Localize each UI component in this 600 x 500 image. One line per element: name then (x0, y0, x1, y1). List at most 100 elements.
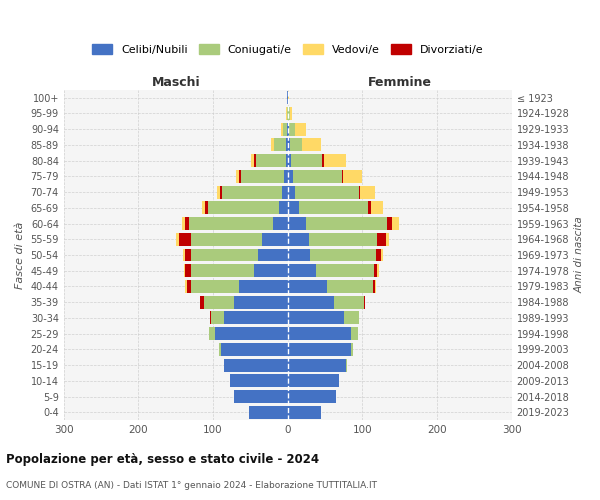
Bar (200, 296, 204, 308)
Bar (288, 327, 351, 340)
Bar (364, 296, 365, 308)
Bar (256, 154, 286, 167)
Bar (295, 186, 359, 198)
Bar (191, 233, 262, 245)
Bar (234, 296, 288, 308)
Bar (351, 343, 353, 356)
Bar (185, 280, 187, 293)
Bar (208, 202, 279, 214)
Bar (249, 406, 288, 418)
Text: Femmine: Femmine (368, 76, 432, 89)
Bar (288, 312, 344, 324)
Bar (293, 170, 341, 183)
Bar (288, 138, 290, 151)
Bar (219, 343, 221, 356)
Bar (288, 248, 310, 262)
Bar (189, 217, 273, 230)
Bar (279, 202, 288, 214)
Bar (288, 390, 336, 403)
Bar (271, 138, 274, 151)
Bar (316, 264, 374, 277)
Legend: Celibi/Nubili, Coniugati/e, Vedovi/e, Divorziati/e: Celibi/Nubili, Coniugati/e, Vedovi/e, Di… (88, 40, 488, 59)
Bar (377, 264, 379, 277)
Bar (308, 233, 377, 245)
Text: Popolazione per età, sesso e stato civile - 2024: Popolazione per età, sesso e stato civil… (6, 452, 319, 466)
Bar (184, 264, 185, 277)
Bar (341, 170, 343, 183)
Bar (360, 186, 375, 198)
Bar (182, 217, 185, 230)
Bar (183, 248, 185, 262)
Bar (202, 202, 205, 214)
Bar (288, 107, 289, 120)
Bar (288, 186, 295, 198)
Bar (288, 170, 293, 183)
Bar (262, 233, 288, 245)
Y-axis label: Fasce di età: Fasce di età (15, 222, 25, 288)
Bar (307, 217, 387, 230)
Bar (185, 264, 191, 277)
Bar (185, 217, 189, 230)
Bar (258, 248, 288, 262)
Bar (289, 107, 290, 120)
Bar (387, 217, 392, 230)
Bar (204, 296, 234, 308)
Bar (310, 248, 376, 262)
Bar (211, 312, 224, 324)
Bar (221, 343, 288, 356)
Bar (254, 154, 256, 167)
Bar (287, 123, 288, 136)
Bar (224, 358, 288, 372)
Bar (191, 248, 258, 262)
Bar (288, 264, 316, 277)
Bar (346, 358, 347, 372)
Bar (288, 92, 289, 104)
Bar (288, 154, 291, 167)
Bar (234, 390, 288, 403)
Bar (343, 170, 362, 183)
Bar (299, 202, 368, 214)
Y-axis label: Anni di nascita: Anni di nascita (575, 216, 585, 294)
Bar (290, 138, 302, 151)
Bar (288, 374, 338, 388)
Bar (295, 123, 305, 136)
Bar (209, 327, 215, 340)
Bar (375, 280, 376, 293)
Bar (220, 186, 222, 198)
Text: COMUNE DI OSTRA (AN) - Dati ISTAT 1° gennaio 2024 - Elaborazione TUTTITALIA.IT: COMUNE DI OSTRA (AN) - Dati ISTAT 1° gen… (6, 480, 377, 490)
Bar (239, 280, 288, 293)
Bar (288, 202, 299, 214)
Bar (392, 217, 399, 230)
Bar (241, 170, 284, 183)
Bar (287, 107, 288, 120)
Bar (283, 123, 287, 136)
Bar (381, 248, 383, 262)
Bar (239, 170, 241, 183)
Bar (176, 233, 179, 245)
Bar (274, 138, 286, 151)
Bar (288, 123, 289, 136)
Bar (281, 123, 283, 136)
Bar (302, 138, 322, 151)
Bar (215, 327, 288, 340)
Bar (224, 312, 288, 324)
Bar (286, 107, 287, 120)
Bar (359, 186, 360, 198)
Bar (289, 123, 295, 136)
Bar (334, 296, 364, 308)
Bar (222, 186, 282, 198)
Bar (187, 280, 191, 293)
Bar (291, 154, 322, 167)
Bar (236, 170, 239, 183)
Bar (251, 154, 254, 167)
Bar (288, 406, 322, 418)
Bar (205, 202, 208, 214)
Bar (376, 248, 381, 262)
Bar (273, 217, 288, 230)
Bar (284, 170, 288, 183)
Bar (351, 327, 358, 340)
Text: Maschi: Maschi (151, 76, 200, 89)
Bar (282, 186, 288, 198)
Bar (288, 233, 308, 245)
Bar (344, 312, 359, 324)
